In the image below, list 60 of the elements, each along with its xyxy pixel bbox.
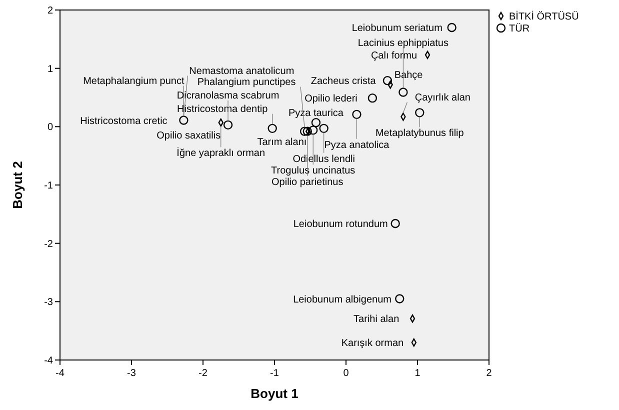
y-tick-label: -1 (44, 180, 54, 192)
annotation: Odiellus lendli (292, 154, 355, 165)
annotation: Pyza anatolica (324, 140, 390, 151)
annotation: Lacinius ephippiatus (358, 38, 449, 49)
annotation: Opilio parietinus (272, 176, 344, 188)
x-tick-label: -3 (127, 368, 136, 379)
point (268, 124, 277, 134)
point (382, 76, 392, 86)
annotation: Pyza taurica (288, 108, 344, 120)
point (311, 118, 321, 128)
point (352, 110, 362, 120)
point (308, 126, 318, 135)
annotation: Karışık orman (341, 338, 404, 349)
y-tick-label: 1 (47, 64, 54, 75)
annotation: Histricostoma cretic (80, 116, 168, 127)
annotation: Leiobunum rotundum (293, 219, 388, 230)
annotation: Bahçe (394, 70, 424, 82)
annotation: Leiobunum seriatum (352, 23, 442, 34)
y-tick-label: 2 (47, 6, 54, 16)
point (447, 22, 456, 32)
annotation: Trogulus uncinatus (271, 166, 356, 177)
point (300, 126, 310, 136)
point (223, 120, 233, 130)
legend-label: BİTKİ ÖRTÜSÜ (509, 10, 579, 22)
annotation: Çalı formu (370, 50, 418, 62)
point (319, 124, 328, 134)
annotation: Tarihi alan (354, 314, 400, 326)
y-tick-label: -2 (44, 238, 54, 250)
x-axis-title: Boyut 1 (250, 386, 298, 401)
x-tick-label: 2 (486, 368, 492, 379)
y-tick-label: 0 (47, 122, 54, 134)
point (390, 218, 400, 228)
annotation: Metaphalangium punct (83, 76, 184, 87)
annotation: İğne yapraklı orman (176, 147, 266, 160)
legend-label: TÜR (509, 22, 530, 34)
y-tick-label: -3 (44, 297, 54, 308)
x-tick-label: -4 (56, 368, 65, 379)
annotation: Opilio lederi (304, 94, 358, 105)
annotation: Histricostoma dentip (177, 104, 268, 115)
point (302, 126, 312, 136)
point (395, 294, 404, 304)
annotation: Metaplatybunus filip (375, 128, 464, 140)
x-tick-label: 1 (414, 368, 421, 379)
annotation: Çayırlık alan (414, 92, 470, 104)
point (368, 93, 378, 103)
annotation: Opilio saxatilis (156, 130, 221, 142)
x-tick-label: -2 (198, 368, 208, 379)
annotation: Zacheus crista (310, 76, 376, 88)
annotation: Dicranolasma scabrum (176, 90, 280, 102)
point (179, 116, 188, 125)
point (415, 108, 424, 118)
annotation: Leiobunum albigenum (293, 294, 392, 306)
x-tick-label: -1 (270, 368, 280, 379)
y-tick-label: -4 (44, 356, 54, 366)
annotation: Nemastoma anatolicum (189, 66, 294, 77)
annotation: Tarım alanı (257, 136, 307, 148)
point (398, 88, 408, 97)
y-axis-title: Boyut 2 (10, 161, 25, 209)
x-tick-label: 0 (343, 368, 350, 379)
annotation: Phalangium punctipes (197, 76, 296, 88)
